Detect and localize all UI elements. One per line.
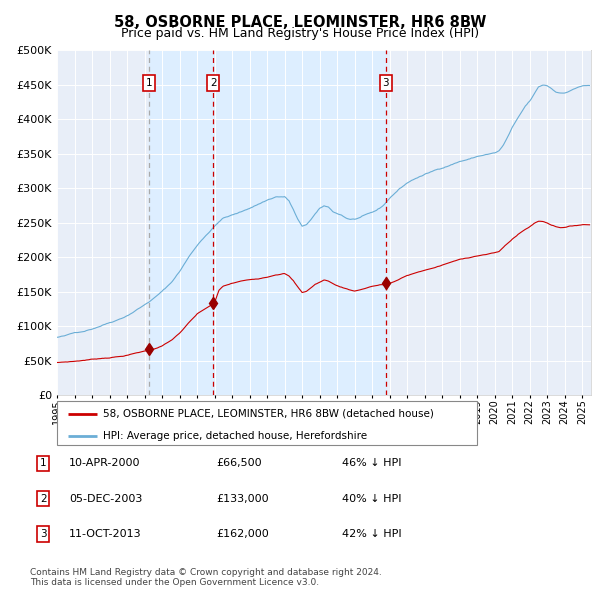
Text: 05-DEC-2003: 05-DEC-2003: [69, 494, 142, 503]
Text: 10-APR-2000: 10-APR-2000: [69, 458, 140, 468]
Text: 3: 3: [40, 529, 47, 539]
Text: 11-OCT-2013: 11-OCT-2013: [69, 529, 142, 539]
Text: 58, OSBORNE PLACE, LEOMINSTER, HR6 8BW (detached house): 58, OSBORNE PLACE, LEOMINSTER, HR6 8BW (…: [103, 409, 434, 418]
Text: 1: 1: [40, 458, 47, 468]
Text: This data is licensed under the Open Government Licence v3.0.: This data is licensed under the Open Gov…: [30, 578, 319, 587]
Text: £162,000: £162,000: [216, 529, 269, 539]
Text: 58, OSBORNE PLACE, LEOMINSTER, HR6 8BW: 58, OSBORNE PLACE, LEOMINSTER, HR6 8BW: [114, 15, 486, 30]
Text: Contains HM Land Registry data © Crown copyright and database right 2024.: Contains HM Land Registry data © Crown c…: [30, 568, 382, 576]
Text: 2: 2: [40, 494, 47, 503]
Text: 3: 3: [382, 78, 389, 88]
Text: 1: 1: [146, 78, 152, 88]
Text: 46% ↓ HPI: 46% ↓ HPI: [342, 458, 401, 468]
Text: Price paid vs. HM Land Registry's House Price Index (HPI): Price paid vs. HM Land Registry's House …: [121, 27, 479, 40]
Text: HPI: Average price, detached house, Herefordshire: HPI: Average price, detached house, Here…: [103, 431, 367, 441]
Text: 2: 2: [210, 78, 217, 88]
Text: £66,500: £66,500: [216, 458, 262, 468]
Text: 42% ↓ HPI: 42% ↓ HPI: [342, 529, 401, 539]
Text: £133,000: £133,000: [216, 494, 269, 503]
Bar: [149, 50, 386, 395]
Text: 40% ↓ HPI: 40% ↓ HPI: [342, 494, 401, 503]
